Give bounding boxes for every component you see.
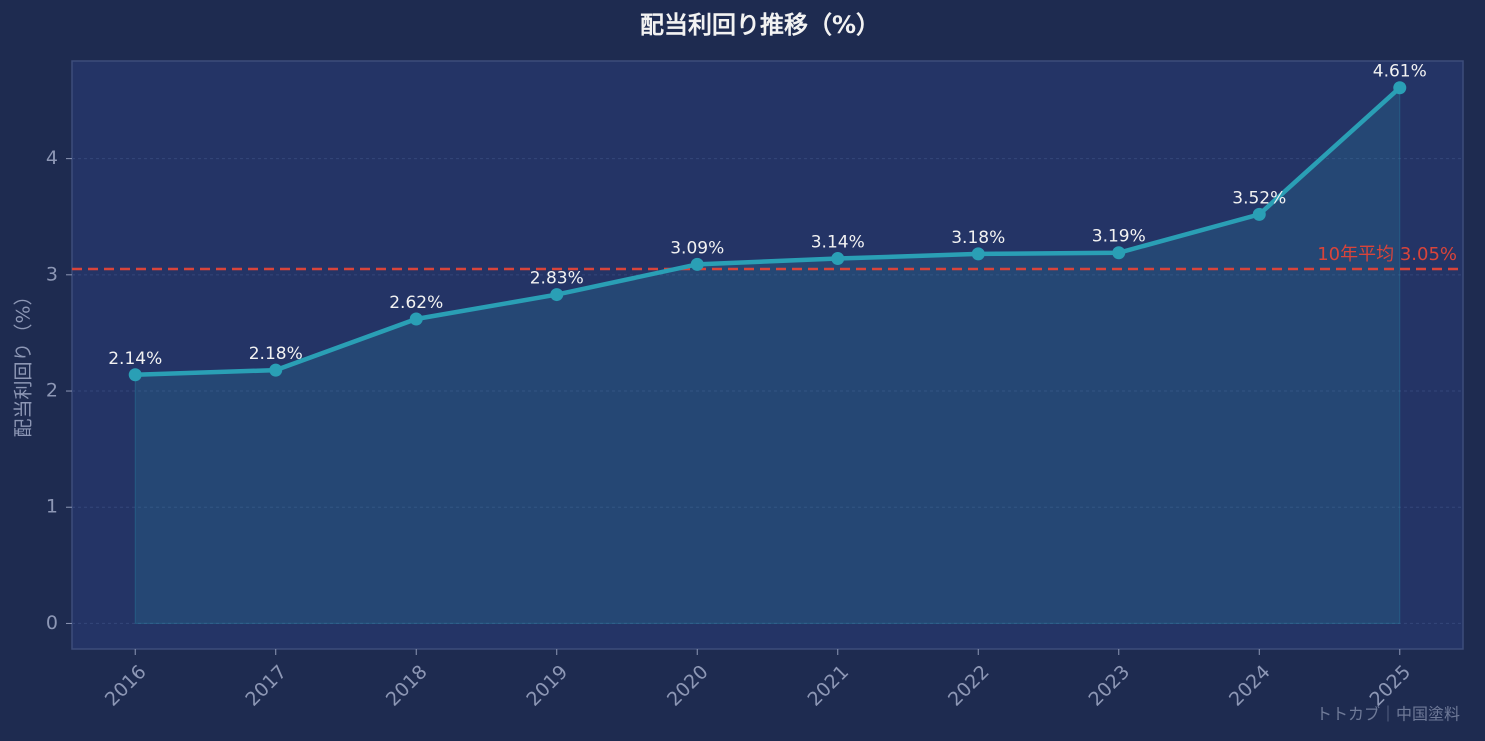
value-label: 3.18% (951, 228, 1005, 248)
value-label: 2.62% (389, 293, 443, 313)
point (1393, 81, 1407, 95)
value-label: 2.18% (249, 344, 303, 364)
chart-title: 配当利回り推移（%） (640, 11, 880, 39)
y-tick-label: 1 (46, 496, 58, 518)
value-label: 2.83% (530, 269, 584, 289)
watermark: トトカブ｜中国塗料 (1316, 705, 1460, 724)
y-axis-label: 配当利回り（%） (13, 286, 35, 437)
point (690, 257, 704, 271)
point (971, 247, 985, 261)
value-label: 2.14% (108, 349, 162, 369)
value-label: 3.52% (1232, 188, 1286, 208)
y-tick-label: 4 (46, 147, 58, 169)
value-label: 3.14% (811, 233, 865, 253)
point (1252, 207, 1266, 221)
value-label: 3.19% (1092, 227, 1146, 247)
y-tick-label: 2 (46, 380, 58, 402)
value-label: 3.09% (670, 238, 724, 258)
point (409, 312, 423, 326)
average-label: 10年平均 3.05% (1317, 244, 1457, 265)
value-label: 4.61% (1373, 62, 1427, 82)
point (550, 288, 564, 302)
point (831, 252, 845, 266)
point (128, 368, 142, 382)
point (269, 363, 283, 377)
line (135, 86, 1402, 378)
point (1112, 246, 1126, 260)
y-tick-label: 3 (46, 263, 58, 285)
y-tick-label: 0 (46, 612, 58, 634)
